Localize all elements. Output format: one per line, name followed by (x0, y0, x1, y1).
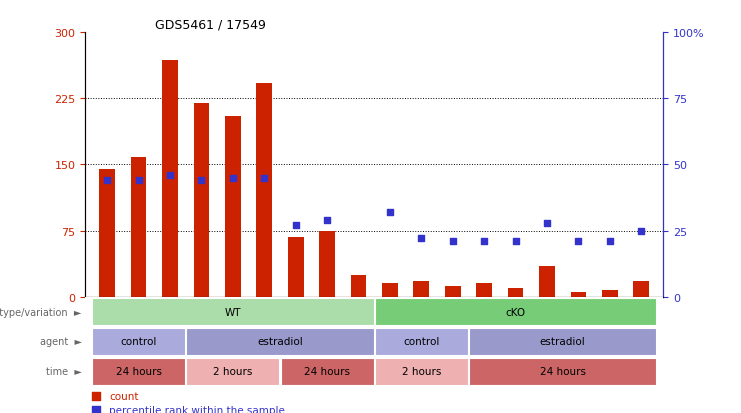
Bar (508, 288, 523, 297)
Text: 24 hours: 24 hours (539, 366, 585, 376)
Text: 2 hours: 2 hours (213, 366, 253, 376)
Bar (634, 281, 649, 297)
Text: estradiol: estradiol (539, 337, 585, 347)
Point (321, 217, 333, 224)
Point (635, 228, 647, 234)
Bar (571, 292, 586, 297)
Bar (319, 231, 335, 297)
Bar (187, 358, 279, 385)
Bar (162, 61, 178, 297)
Text: control: control (403, 337, 439, 347)
Point (164, 172, 176, 179)
Text: agent  ►: agent ► (39, 337, 82, 347)
Point (573, 238, 585, 245)
Bar (476, 284, 492, 297)
Bar (445, 286, 461, 297)
Point (196, 178, 207, 184)
Text: genotype/variation  ►: genotype/variation ► (0, 307, 82, 317)
Bar (92, 328, 185, 355)
Bar (130, 158, 147, 297)
Bar (375, 299, 657, 325)
Text: WT: WT (225, 307, 241, 317)
Text: cKO: cKO (505, 307, 525, 317)
Point (478, 238, 490, 245)
Point (416, 235, 428, 242)
Bar (256, 84, 272, 297)
Point (102, 178, 113, 184)
Bar (539, 266, 555, 297)
Bar (469, 358, 657, 385)
Text: 24 hours: 24 hours (304, 366, 350, 376)
Bar (382, 284, 398, 297)
Text: control: control (121, 337, 157, 347)
Point (604, 238, 616, 245)
Bar (99, 169, 115, 297)
Bar (350, 275, 366, 297)
Point (384, 209, 396, 216)
Point (447, 238, 459, 245)
Bar (193, 103, 209, 297)
Bar (92, 299, 373, 325)
Bar (413, 281, 429, 297)
Legend: count, percentile rank within the sample: count, percentile rank within the sample (90, 392, 285, 413)
Bar (187, 328, 373, 355)
Point (541, 220, 553, 226)
Text: estradiol: estradiol (257, 337, 303, 347)
Bar (602, 290, 618, 297)
Bar (92, 358, 185, 385)
Text: GDS5461 / 17549: GDS5461 / 17549 (155, 19, 265, 32)
Text: 24 hours: 24 hours (116, 366, 162, 376)
Text: 2 hours: 2 hours (402, 366, 441, 376)
Bar (375, 328, 468, 355)
Text: time  ►: time ► (46, 366, 82, 376)
Bar (375, 358, 468, 385)
Point (227, 175, 239, 181)
Bar (288, 237, 304, 297)
Bar (469, 328, 657, 355)
Point (510, 238, 522, 245)
Bar (225, 116, 241, 297)
Point (290, 222, 302, 229)
Point (133, 178, 144, 184)
Bar (281, 358, 373, 385)
Point (259, 175, 270, 181)
